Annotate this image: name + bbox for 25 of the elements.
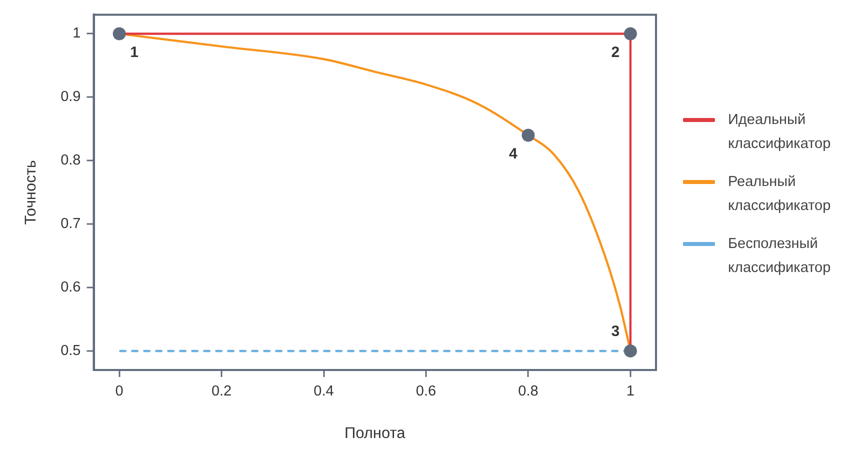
y-tick-label: 0.8 — [60, 152, 81, 169]
x-tick-label: 0.8 — [518, 384, 538, 400]
y-tick-label: 0.5 — [60, 342, 81, 359]
point — [624, 344, 637, 358]
y-tick-label: 0.7 — [60, 216, 81, 232]
point — [112, 27, 126, 40]
legend-label: Бесполезный классификатор — [728, 235, 831, 278]
y-tick-label: 0.6 — [60, 280, 81, 296]
x-axis-title: Полнота — [344, 424, 406, 442]
legend-label: Реальный классификатор — [728, 173, 831, 216]
annotation: 2 — [611, 44, 620, 61]
x-tick-label: 0 — [115, 384, 124, 400]
y-tick-label: 0.9 — [60, 89, 81, 106]
annotation: 4 — [509, 145, 518, 162]
x-tick-label: 0.2 — [211, 384, 232, 400]
annotation: 1 — [130, 44, 138, 61]
y-axis-title: Точность — [22, 160, 40, 225]
point — [624, 27, 637, 40]
y-tick-label: 1 — [72, 26, 81, 42]
x-tick-label: 0.4 — [314, 384, 334, 400]
x-tick-label: 0.6 — [416, 384, 436, 400]
x-tick-label: 1 — [626, 384, 634, 400]
legend-label: Идеальный классификатор — [728, 111, 831, 154]
annotation: 3 — [611, 323, 620, 340]
point — [522, 128, 535, 142]
